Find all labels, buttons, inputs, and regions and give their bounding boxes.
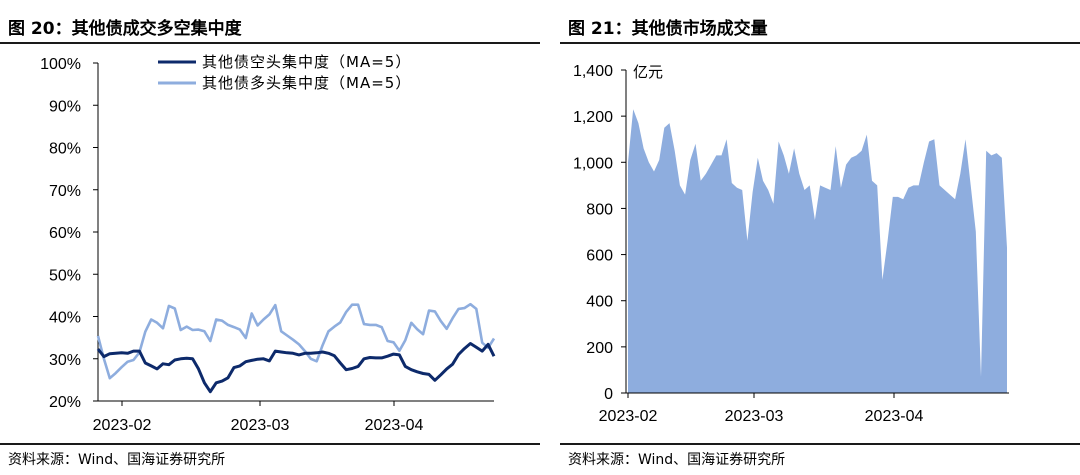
- x-tick-label: 2023-02: [93, 417, 152, 434]
- line-chart-svg: 100% 90% 80% 70% 60% 50% 40% 30% 20% 2023-02 2023-…: [40, 53, 496, 434]
- x-tick-label: 2023-02: [599, 408, 658, 425]
- y-tick-label: 400: [586, 294, 613, 311]
- source-note-right: 资料来源：Wind、国海证券研究所: [568, 452, 786, 468]
- x-tick-label: 2023-04: [865, 408, 924, 425]
- x-tick-label: 2023-03: [725, 408, 784, 425]
- x-tick-label: 2023-03: [231, 417, 290, 434]
- source-divider-left: [0, 443, 540, 445]
- y-tick-label: 70%: [49, 183, 81, 200]
- short-concentration-line: [96, 342, 496, 394]
- x-tick-label: 2023-04: [365, 417, 424, 434]
- source-divider-right: [560, 443, 1080, 445]
- y-tick-label: 200: [586, 340, 613, 357]
- volume-area: [628, 109, 1007, 393]
- y-tick-label: 60%: [49, 225, 81, 242]
- area-chart-svg: 1,400 1,200 1,000 800 600 400 200 0 2023-02 2023-…: [573, 63, 1009, 425]
- title-divider-left: [0, 42, 540, 44]
- title-divider-right: [560, 42, 1080, 44]
- y-tick-label: 80%: [49, 141, 81, 158]
- left-chart-panel: 图 20：其他债成交多空集中度 100% 90% 80% 70% 60% 50% 40% 30…: [0, 19, 540, 468]
- y-tick-label: 90%: [49, 98, 81, 115]
- long-concentration-line: [96, 302, 496, 380]
- chart-title-left: 图 20：其他债成交多空集中度: [8, 19, 242, 39]
- y-tick-label: 800: [586, 201, 613, 218]
- right-chart-panel: 图 21：其他债市场成交量 1,400 1,200 1,000 800 600 400 20…: [560, 0, 1080, 475]
- legend-label-long: 其他债多头集中度（MA=5）: [202, 74, 411, 92]
- y-tick-label: 1,200: [573, 109, 613, 126]
- y-tick-label: 1,000: [573, 155, 613, 172]
- y-tick-label: 50%: [49, 267, 81, 284]
- y-tick-label: 1,400: [573, 63, 613, 80]
- y-tick-label: 0: [604, 386, 613, 403]
- y-axis-unit-label: 亿元: [633, 63, 663, 81]
- y-tick-label: 40%: [49, 310, 81, 327]
- y-tick-label: 20%: [49, 394, 81, 411]
- source-note-left: 资料来源：Wind、国海证券研究所: [8, 452, 226, 468]
- y-tick-label: 30%: [49, 352, 81, 369]
- chart-title-right: 图 21：其他债市场成交量: [568, 19, 768, 39]
- y-tick-label: 600: [586, 248, 613, 265]
- y-tick-label: 100%: [40, 56, 81, 73]
- legend-label-short: 其他债空头集中度（MA=5）: [202, 53, 411, 71]
